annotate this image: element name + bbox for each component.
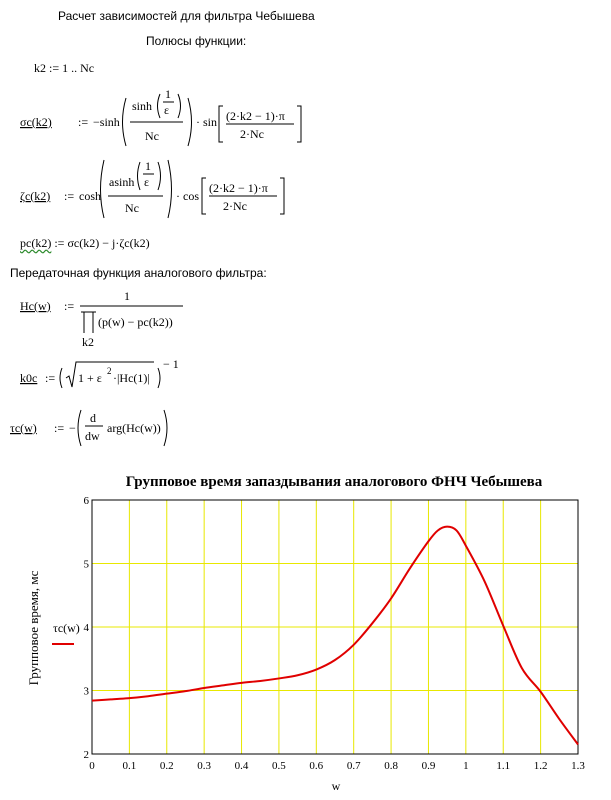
group-delay-chart: Групповое время запаздывания аналогового… [26, 474, 586, 793]
x-tick-label: 1 [463, 760, 469, 772]
x-tick-label: 0.9 [422, 760, 436, 772]
pc-lhs: pc(k2) [20, 236, 52, 250]
series-line-tau [91, 525, 579, 746]
x-tick-label: 0.4 [235, 760, 249, 772]
chart-title: Групповое время запаздывания аналогового… [126, 474, 543, 490]
minus-op: − [69, 421, 76, 435]
k0-inner: 1 + ε [78, 371, 102, 385]
range-definition: k2 := 1 .. Nc [34, 61, 95, 75]
tau-equation: τc(w) := − d dw arg(Hc(w)) [10, 409, 168, 447]
assign-op: := [64, 299, 74, 313]
zeta-equation: ζc(k2) := cosh asinh 1 ε Nc · cos (2·k2 … [20, 159, 285, 219]
func-cos: cos [183, 189, 199, 203]
pc-equation: pc(k2) := σc(k2) − j·ζc(k2) [20, 236, 150, 251]
transfer-heading: Передаточная функция аналогового фильтра… [10, 266, 267, 280]
d-num: d [90, 411, 96, 425]
assign-op: := [54, 236, 65, 250]
eps-den: ε [144, 175, 149, 189]
y-tick-label: 2 [84, 749, 90, 761]
poles-heading: Полюсы функции: [146, 34, 247, 48]
nc-den: Nc [125, 201, 139, 215]
arg-den: 2·Nc [223, 199, 247, 213]
y-axis-label: Групповое время, мс [26, 570, 41, 685]
x-tick-label: 1.3 [571, 760, 585, 772]
y-tick-label: 3 [84, 686, 90, 698]
x-tick-label: 0.7 [347, 760, 361, 772]
one-num: 1 [145, 159, 151, 173]
dot-op: · [176, 189, 180, 203]
func-sinh: sinh [132, 99, 152, 113]
hc-equation: Hc(w) := 1 (p(w) − pc(k2)) k2 [20, 289, 183, 349]
y-tick-label: 6 [84, 495, 90, 507]
nc-den: Nc [145, 129, 159, 143]
x-tick-label: 0.8 [384, 760, 398, 772]
x-tick-label: 0.6 [309, 760, 323, 772]
hc-denominator: (p(w) − pc(k2)) [98, 315, 173, 329]
product-index: k2 [82, 335, 94, 349]
func-cosh: cosh [79, 189, 101, 203]
k0c-equation: k0c := 1 + ε 2 ·|Hc(1)| − 1 [20, 357, 179, 389]
sigma-equation: σc(k2) := −sinh sinh 1 ε Nc · sin (2·k2 … [20, 87, 302, 147]
assign-op: := [45, 371, 55, 385]
dw-den: dw [85, 429, 100, 443]
x-tick-label: 0.5 [272, 760, 286, 772]
one-num: 1 [124, 289, 130, 303]
arg-num: (2·k2 − 1)·π [209, 181, 268, 195]
tau-lhs: τc(w) [10, 421, 37, 435]
pc-rhs: σc(k2) − j·ζc(k2) [67, 236, 150, 250]
plot-frame [91, 499, 579, 755]
zeta-lhs: ζc(k2) [20, 189, 50, 203]
one-num: 1 [165, 87, 171, 101]
hc-lhs: Hc(w) [20, 299, 51, 313]
assign-op: := [78, 115, 88, 129]
y-tick-label: 4 [84, 622, 90, 634]
assign-op: := [64, 189, 74, 203]
func-asinh: asinh [109, 175, 134, 189]
tau-arg: arg(Hc(w)) [107, 421, 161, 435]
x-tick-label: 0.3 [197, 760, 211, 772]
x-axis-label: w [332, 779, 341, 793]
x-tick-label: 1.1 [496, 760, 510, 772]
x-tick-label: 0.1 [123, 760, 137, 772]
arg-num: (2·k2 − 1)·π [226, 109, 285, 123]
dot-op: · [196, 115, 200, 129]
x-tick-label: 0.2 [160, 760, 174, 772]
x-tick-label: 1.2 [534, 760, 548, 772]
x-tick-label: 0 [89, 760, 95, 772]
arg-den: 2·Nc [240, 127, 264, 141]
sigma-lhs: σc(k2) [20, 115, 52, 129]
chart-ticks: 0 0.1 0.2 0.3 0.4 0.5 0.6 0.7 0.8 0.9 1 1.1 1.2 1.3 2 3… [84, 495, 586, 772]
k0-square: 2 [107, 366, 112, 376]
k0-lhs: k0c [20, 371, 37, 385]
k0-exponent: − 1 [163, 357, 179, 371]
legend-label: τc(w) [53, 621, 80, 635]
doc-title: Расчет зависимостей для фильтра Чебышева [58, 9, 315, 23]
chart-grid [92, 500, 578, 754]
func-neg-sinh: −sinh [93, 115, 120, 129]
k0-abs: ·|Hc(1)| [113, 371, 150, 385]
eps-den: ε [164, 103, 169, 117]
sqrt-symbol [65, 361, 154, 388]
product-symbol [81, 311, 96, 333]
assign-op: := [54, 421, 64, 435]
func-sin: sin [203, 115, 217, 129]
y-tick-label: 5 [84, 559, 90, 571]
